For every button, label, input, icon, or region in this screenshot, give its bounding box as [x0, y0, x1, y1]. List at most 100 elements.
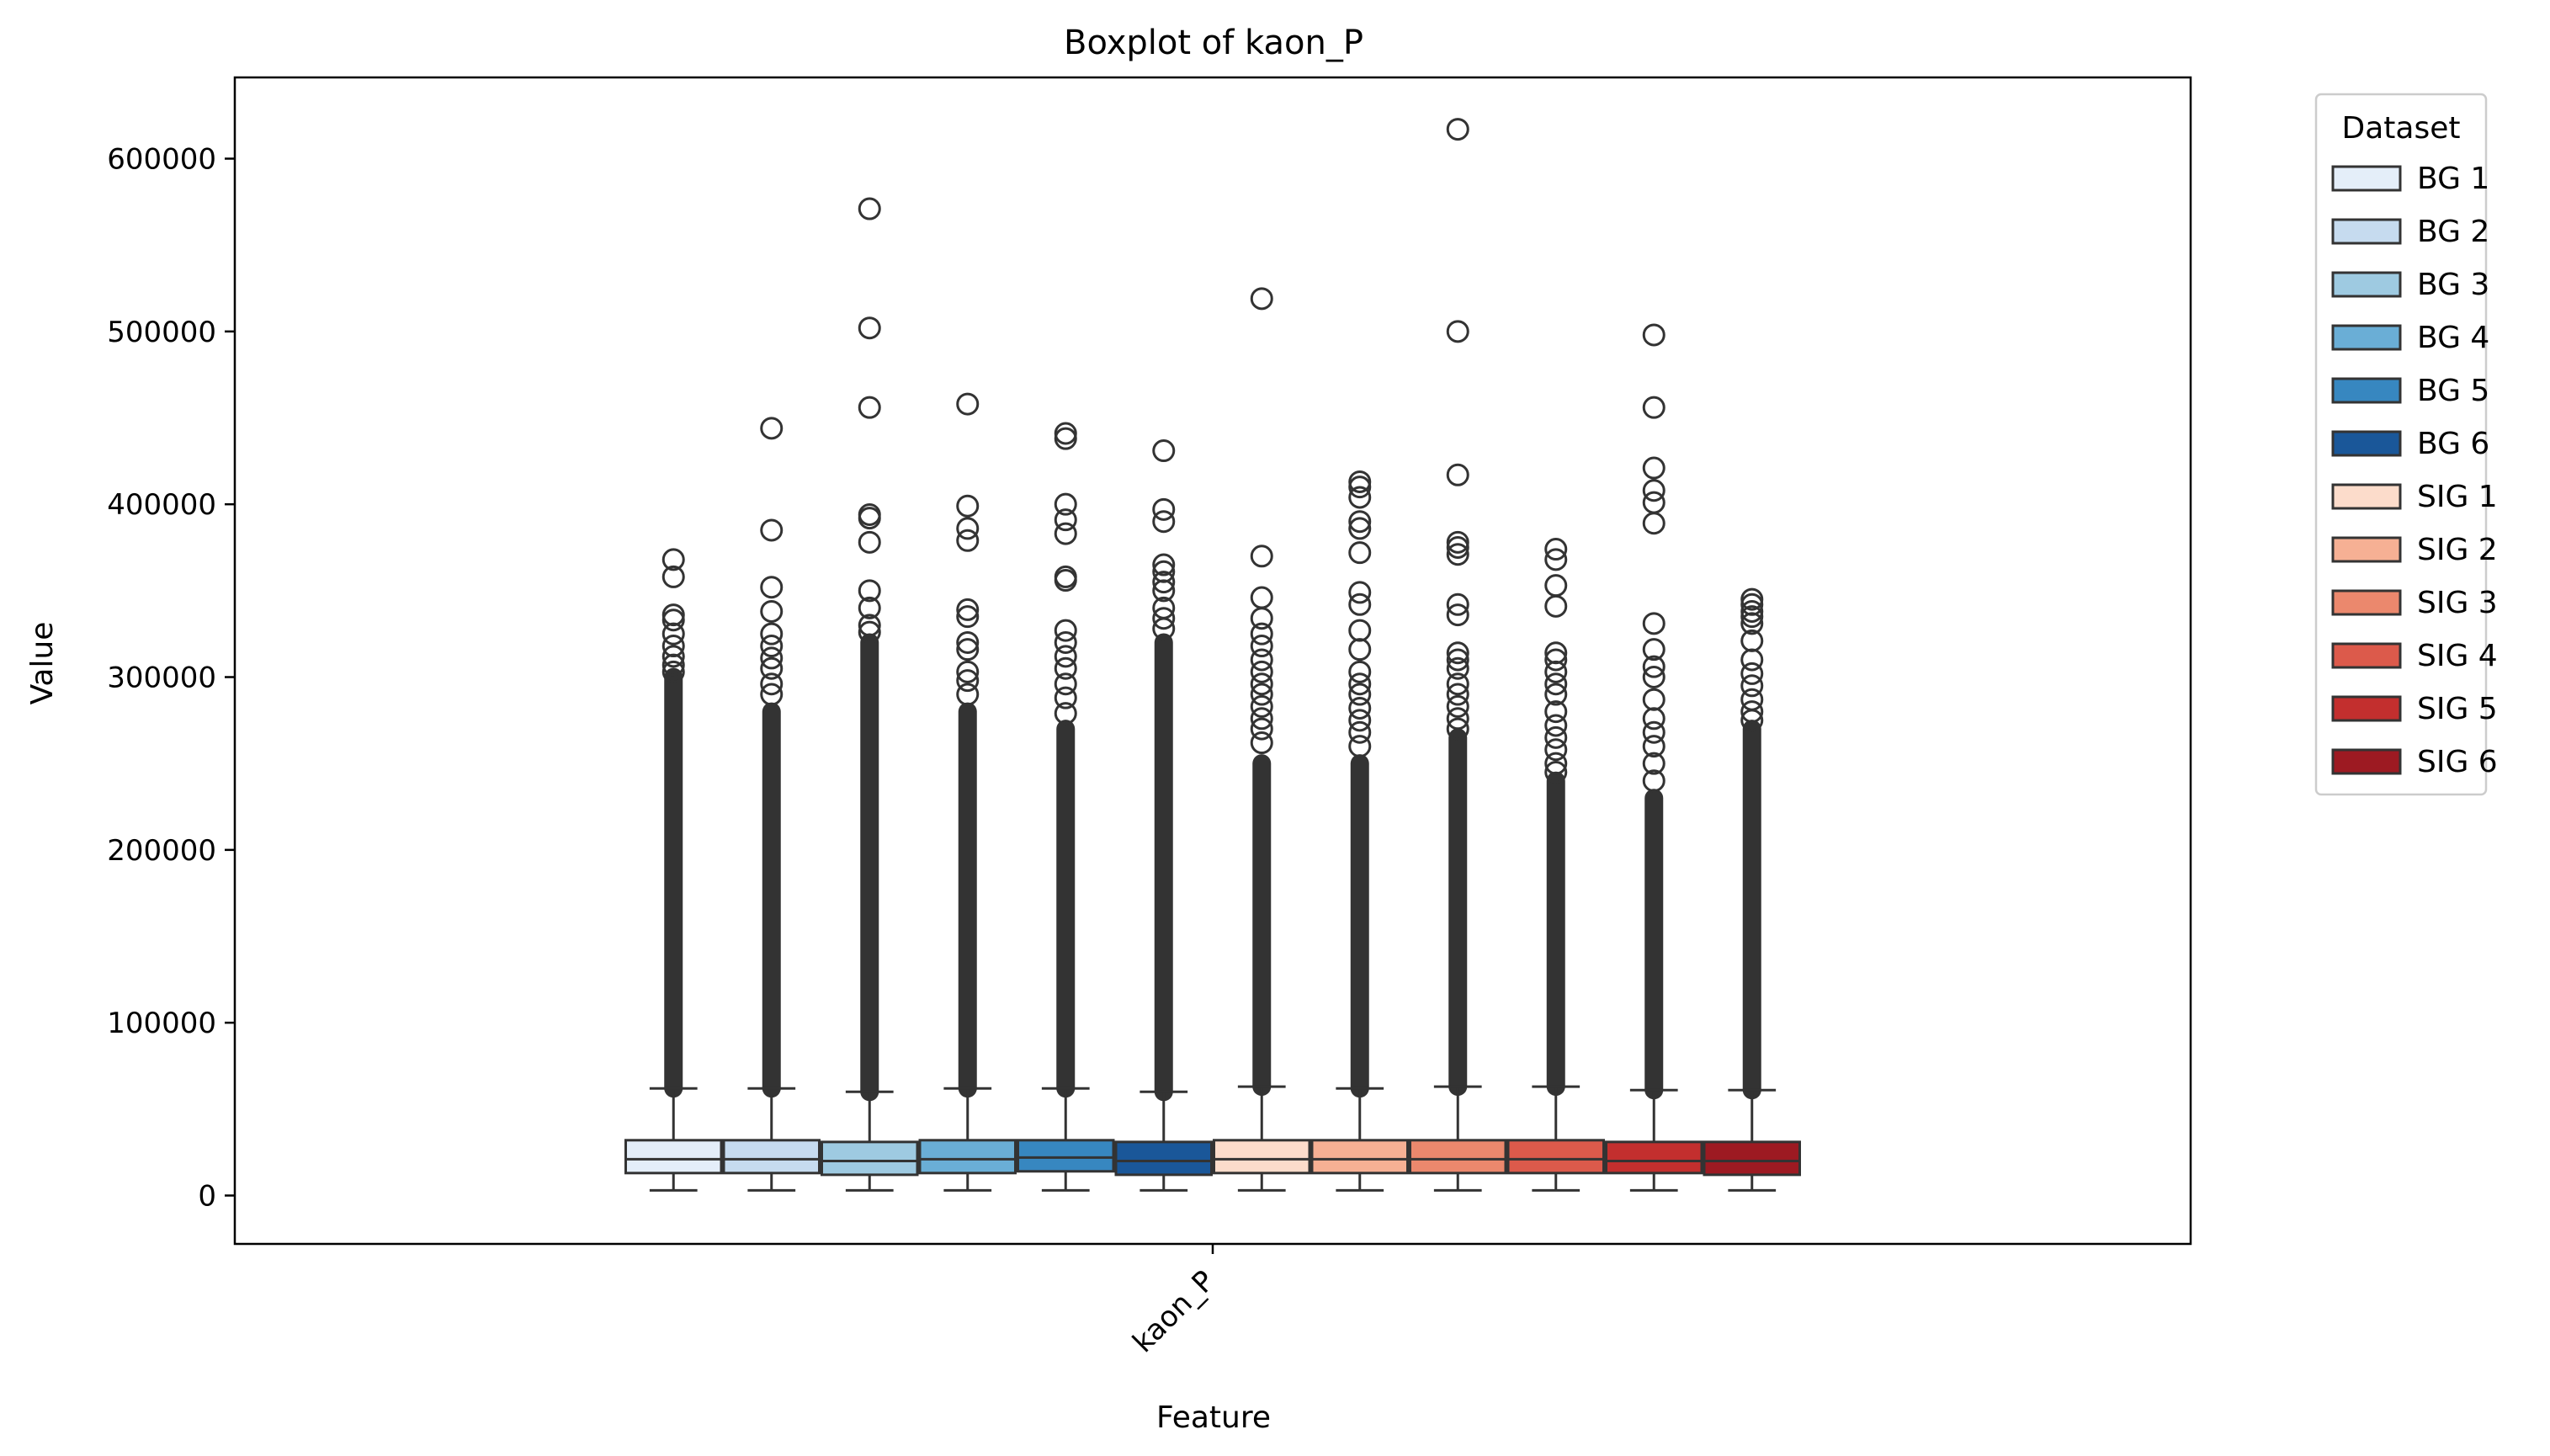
outlier-point — [1446, 648, 1469, 672]
outlier-point — [1544, 714, 1568, 737]
legend-item: BG 3 — [2331, 268, 2489, 302]
outlier-point — [1348, 638, 1372, 662]
outlier-point — [1544, 752, 1568, 775]
legend-label: SIG 3 — [2417, 586, 2498, 620]
outlier-point — [1054, 702, 1077, 725]
outlier-point — [661, 548, 685, 571]
legend-item: BG 6 — [2331, 427, 2489, 461]
iqr-box — [1114, 1140, 1213, 1177]
outlier-point — [858, 396, 881, 419]
iqr-box — [624, 1139, 723, 1175]
outlier-point — [1054, 427, 1077, 450]
box-sig-1 — [1213, 287, 1311, 1192]
outlier-point — [1152, 553, 1176, 577]
outlier-point — [858, 316, 881, 340]
outlier-point — [1348, 592, 1372, 616]
box-sig-4 — [1506, 538, 1605, 1192]
y-tick-label: 300000 — [107, 662, 216, 695]
outlier-point — [1054, 686, 1077, 709]
y-axis-label: Value — [25, 622, 60, 705]
outlier-point — [1446, 603, 1469, 627]
outlier-point — [956, 598, 980, 621]
outlier-point — [760, 635, 784, 658]
iqr-box — [821, 1140, 919, 1177]
outlier-point — [1348, 476, 1372, 499]
outlier-point — [661, 603, 685, 627]
outlier-point — [1348, 696, 1372, 720]
legend-label: BG 1 — [2417, 162, 2489, 196]
outlier-point — [858, 614, 881, 637]
outlier-point — [1642, 638, 1665, 662]
outlier-point — [1250, 586, 1273, 609]
outlier-point — [1152, 571, 1176, 594]
box-bg-1 — [624, 548, 723, 1192]
outlier-point — [1250, 717, 1273, 741]
outlier-point — [1740, 648, 1764, 672]
outlier-point — [1446, 656, 1469, 680]
outlier-point — [1348, 660, 1372, 683]
outlier-point — [1152, 617, 1176, 640]
box-bg-5 — [1017, 422, 1115, 1192]
outlier-point — [1054, 672, 1077, 696]
outlier-point — [1446, 320, 1469, 343]
outlier-point — [1152, 510, 1176, 534]
outlier-point — [1740, 700, 1764, 724]
legend: Dataset BG 1 BG 2 BG 3 BG 4 BG 5 BG 6 SIG 1 SIG … — [2314, 93, 2498, 796]
iqr-box — [1310, 1139, 1409, 1175]
outlier-point — [1544, 700, 1568, 724]
legend-swatch — [2331, 483, 2402, 510]
legend-swatch — [2331, 430, 2402, 457]
outlier-point — [1250, 607, 1273, 630]
outlier-point — [956, 392, 980, 416]
outlier-point — [858, 507, 881, 530]
outlier-point — [1642, 456, 1665, 480]
iqr-box — [918, 1139, 1017, 1175]
legend-swatch — [2331, 695, 2402, 722]
outlier-point — [1740, 605, 1764, 629]
legend-swatch — [2331, 218, 2402, 245]
legend-item: SIG 2 — [2331, 533, 2498, 567]
outlier-point — [1544, 538, 1568, 561]
outlier-point — [760, 646, 784, 670]
axes: 0 100000 200000 300000 400000 500000 600000 kao… — [107, 76, 2192, 1359]
outlier-point — [760, 683, 784, 706]
legend-label: BG 4 — [2417, 321, 2489, 355]
legend-label: BG 5 — [2417, 374, 2489, 408]
outlier-point — [661, 660, 685, 683]
outlier-point — [1642, 512, 1665, 535]
outlier-point — [1544, 760, 1568, 784]
legend-label: BG 6 — [2417, 427, 2489, 461]
box-sig-2 — [1310, 470, 1409, 1192]
box-sig-6 — [1703, 587, 1801, 1192]
outlier-point — [956, 669, 980, 693]
legend-item: SIG 1 — [2331, 480, 2498, 514]
outlier-point — [858, 197, 881, 221]
outlier-point — [1446, 530, 1469, 554]
outlier-point — [858, 579, 881, 603]
iqr-box — [722, 1139, 821, 1175]
outlier-point — [1054, 630, 1077, 654]
box-bg-3 — [821, 197, 919, 1192]
outlier-point — [1348, 510, 1372, 534]
y-tick-label: 400000 — [107, 488, 216, 522]
outlier-point — [956, 605, 980, 629]
outlier-point — [956, 638, 980, 662]
outlier-point — [1054, 522, 1077, 545]
outlier-point — [1642, 720, 1665, 744]
x-axis-label: Feature — [1156, 1400, 1271, 1435]
outlier-point — [1152, 579, 1176, 603]
outlier-point — [1642, 491, 1665, 514]
outlier-point — [1250, 683, 1273, 706]
outlier-point — [1446, 543, 1469, 566]
outlier-point — [1348, 619, 1372, 642]
legend-swatch — [2331, 536, 2402, 563]
outlier-point — [1446, 672, 1469, 696]
outlier-point — [1642, 707, 1665, 731]
y-tick-label: 600000 — [107, 143, 216, 177]
outlier-point — [1446, 118, 1469, 141]
outlier-point — [1152, 607, 1176, 630]
outlier-point — [1250, 648, 1273, 672]
outlier-point — [1348, 486, 1372, 509]
legend-label: SIG 2 — [2417, 533, 2498, 567]
iqr-box — [1409, 1139, 1507, 1175]
